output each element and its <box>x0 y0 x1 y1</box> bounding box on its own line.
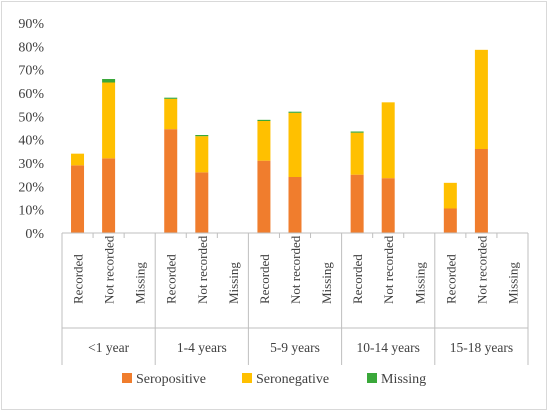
category-label: Not recorded <box>102 235 117 304</box>
category-label: Not recorded <box>195 235 210 304</box>
bar-segment-missing <box>257 119 271 121</box>
bar-segment-missing <box>195 135 209 137</box>
legend-swatch-seropositive <box>122 373 132 383</box>
category-label: Not recorded <box>288 235 303 304</box>
bar-segment-seropositive <box>288 177 302 233</box>
y-tick-label: 0% <box>25 227 44 242</box>
category-label: Missing <box>226 262 241 304</box>
bar-segment-seropositive <box>71 165 85 233</box>
legend-label-missing: Missing <box>381 372 426 387</box>
group-label: 15-18 years <box>450 340 513 355</box>
bar-segment-seropositive <box>350 174 364 233</box>
y-tick-label: 60% <box>18 87 44 102</box>
bar-segment-seronegative <box>164 98 178 130</box>
category-label: Recorded <box>350 254 365 304</box>
category-label: Not recorded <box>381 235 396 304</box>
category-label: Missing <box>319 262 334 304</box>
bar-segment-missing <box>164 97 178 99</box>
bar-segment-seronegative <box>474 49 488 149</box>
group-label: 10-14 years <box>357 340 420 355</box>
legend-swatch-seronegative <box>242 373 252 383</box>
bar-segment-seropositive <box>257 160 271 233</box>
group-label: 1-4 years <box>177 340 227 355</box>
legend-swatch-missing <box>367 373 377 383</box>
category-label: Missing <box>505 262 520 304</box>
bar-segment-seronegative <box>71 153 85 166</box>
bar-segment-seronegative <box>350 132 364 175</box>
category-label: Missing <box>412 262 427 304</box>
bar-segment-seropositive <box>195 172 209 233</box>
bar-segment-missing <box>288 111 302 113</box>
category-label: Missing <box>133 262 148 304</box>
y-tick-label: 80% <box>18 40 44 55</box>
bar-segment-seropositive <box>164 129 178 233</box>
category-label: Recorded <box>71 254 86 304</box>
legend-label-seronegative: Seronegative <box>256 372 329 387</box>
bar-segment-seropositive <box>381 178 395 233</box>
bar-segment-seronegative <box>102 82 116 159</box>
y-tick-label: 10% <box>18 204 44 219</box>
y-tick-label: 90% <box>18 17 44 32</box>
bar-segment-seronegative <box>257 121 271 161</box>
category-label: Recorded <box>257 254 272 304</box>
group-label: 5-9 years <box>270 340 320 355</box>
y-tick-label: 30% <box>18 157 44 172</box>
bar-segment-missing <box>350 131 364 133</box>
category-label: Not recorded <box>474 235 489 304</box>
bar-segment-seronegative <box>381 102 395 179</box>
bar-segment-missing <box>102 79 116 83</box>
bar-segment-seropositive <box>102 158 116 233</box>
bar-segment-seronegative <box>288 112 302 177</box>
category-label: Recorded <box>443 254 458 304</box>
y-tick-label: 70% <box>18 64 44 79</box>
bar-segment-seropositive <box>474 149 488 233</box>
group-label: <1 year <box>88 340 129 355</box>
y-tick-label: 40% <box>18 134 44 149</box>
bar-segment-seronegative <box>195 136 209 173</box>
bar-segment-seropositive <box>443 208 457 233</box>
bar-segment-seronegative <box>443 182 457 209</box>
legend-label-seropositive: Seropositive <box>136 372 206 387</box>
y-tick-label: 20% <box>18 180 44 195</box>
y-tick-label: 50% <box>18 110 44 125</box>
category-label: Recorded <box>164 254 179 304</box>
